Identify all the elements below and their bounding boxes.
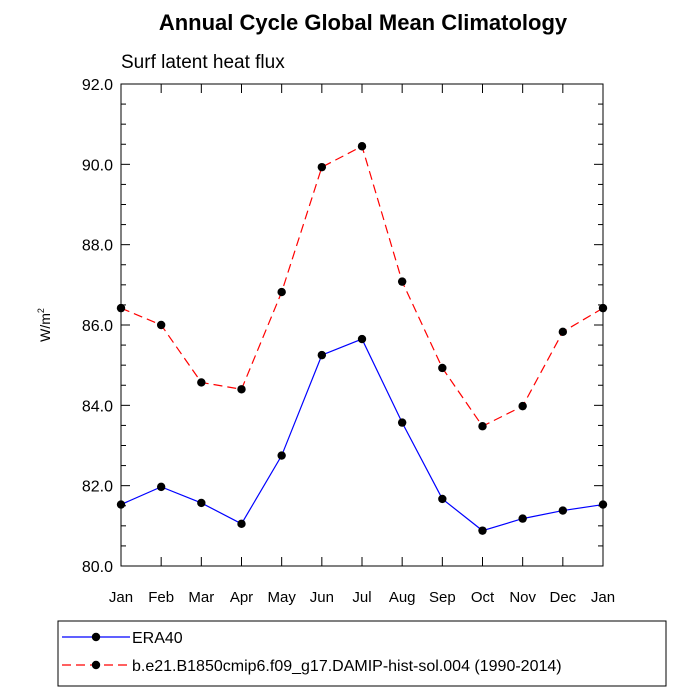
y-axis-label-superscript: 2 <box>36 308 46 313</box>
legend-box <box>57 620 667 687</box>
axes: 80.0 82.0 84.0 86.0 88.0 90.0 92.0 Jan Feb Mar Apr… <box>36 77 615 606</box>
series-0-point <box>317 350 327 360</box>
x-tick-label: Jun <box>310 589 334 606</box>
series-line-0 <box>120 338 604 532</box>
series-0-point <box>277 451 286 460</box>
chart-title: Annual Cycle Global Mean Climatology <box>159 10 568 35</box>
x-tick-label: Oct <box>471 589 495 606</box>
series-0-point <box>558 506 568 515</box>
legend-label-0: ERA40 <box>132 630 183 647</box>
legend-marker-0 <box>91 632 101 642</box>
series-1-point <box>518 401 527 411</box>
y-tick-label: 82.0 <box>82 479 113 496</box>
series-0-point <box>397 418 407 427</box>
y-tick-label: 92.0 <box>82 77 113 94</box>
x-tick-label: Nov <box>509 589 536 606</box>
y-tick-label: 86.0 <box>82 318 113 335</box>
series-0-point <box>197 498 206 508</box>
y-tick-label: 90.0 <box>82 157 113 174</box>
series-line-1 <box>120 145 604 427</box>
legend-marker-1 <box>91 660 101 670</box>
series-1-point <box>438 363 447 373</box>
series-0-point <box>156 482 166 492</box>
series-1-point <box>317 162 327 172</box>
chart-subtitle: Surf latent heat flux <box>121 52 285 73</box>
y-axis-label: W/m2 <box>36 308 53 342</box>
legend: ERA40 b.e21.B1850cmip6.f09_g17.DAMIP-hist… <box>57 620 667 687</box>
legend-label-1: b.e21.B1850cmip6.f09_g17.DAMIP-hist-sol.… <box>132 658 562 675</box>
series-1-point <box>116 303 126 313</box>
series-1-point <box>156 320 166 330</box>
x-tick-label: Jan <box>591 589 615 606</box>
series-1-point <box>197 378 206 387</box>
x-tick-label: Apr <box>230 589 253 606</box>
series-0-point <box>116 500 126 509</box>
series-0-point <box>478 526 487 535</box>
x-tick-label: Sep <box>429 589 456 606</box>
series-0-point <box>357 334 367 344</box>
y-tick-label: 84.0 <box>82 398 113 415</box>
series-1-point <box>357 142 367 151</box>
series-layer <box>116 142 608 535</box>
x-tick-label: Dec <box>549 589 576 606</box>
series-1-point <box>277 287 286 297</box>
series-0-point <box>237 519 246 529</box>
series-1-point <box>598 303 608 313</box>
y-axis-label-text: W/m <box>37 313 53 342</box>
series-1-point <box>558 327 568 337</box>
series-0-point <box>518 514 527 523</box>
y-tick-label: 88.0 <box>82 238 113 255</box>
x-tick-label: Feb <box>148 589 174 606</box>
series-0-point <box>598 500 608 509</box>
x-tick-label: Aug <box>389 589 416 606</box>
x-tick-label: Mar <box>188 589 214 606</box>
plot-frame <box>120 83 604 567</box>
x-tick-label: Jul <box>352 589 371 606</box>
series-1-point <box>237 385 246 394</box>
y-tick-label: 80.0 <box>82 559 113 576</box>
x-tick-label: Jan <box>109 589 133 606</box>
series-0-point <box>438 494 447 504</box>
x-tick-label: May <box>267 589 296 606</box>
series-1-point <box>478 422 487 431</box>
series-1-point <box>397 277 407 286</box>
